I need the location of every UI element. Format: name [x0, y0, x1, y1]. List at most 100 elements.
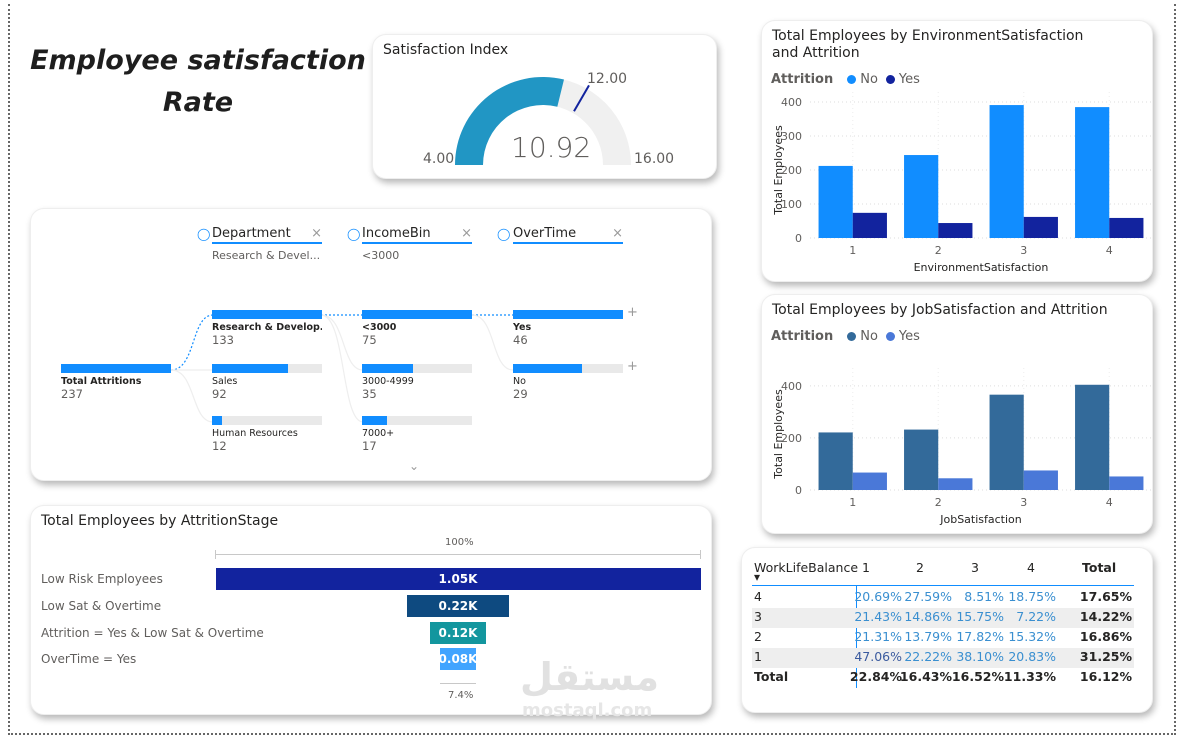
- legend-no-marker: [847, 75, 857, 84]
- node-value: 12: [212, 439, 227, 453]
- job-satisfaction-chart-card[interactable]: Total Employees by JobSatisfaction and A…: [761, 294, 1153, 534]
- header-divider: [752, 585, 1134, 586]
- matrix-cell: 27.59%: [904, 589, 952, 604]
- node-bar: [212, 364, 289, 373]
- tree-node[interactable]: Research & Develop... 133: [212, 310, 322, 347]
- legend-title: Attrition: [771, 329, 834, 344]
- watermark-logo: مستقل: [520, 655, 659, 699]
- node-value: 46: [513, 333, 528, 347]
- expand-plus-icon[interactable]: +: [627, 359, 638, 374]
- node-value: 35: [362, 387, 377, 401]
- matrix-total-label: Total: [754, 669, 789, 684]
- node-label: 3000-4999: [362, 376, 414, 387]
- funnel-bar[interactable]: 0.22K: [407, 595, 509, 617]
- matrix-cell: 8.51%: [964, 589, 1004, 604]
- worklife-matrix-card[interactable]: WorkLifeBalance ▾ 1 2 3 4 Total 4 20.69% 27.59% 8.…: [741, 547, 1153, 713]
- matrix-column-header[interactable]: 2: [916, 560, 924, 575]
- funnel-bar[interactable]: 0.12K: [430, 622, 486, 644]
- matrix-column-header[interactable]: Total: [1082, 560, 1117, 575]
- x-tick-label: 1: [849, 244, 856, 257]
- level-header-overtime[interactable]: OverTime ×: [513, 226, 623, 244]
- chart-title: Total Employees by JobSatisfaction and A…: [772, 302, 1108, 318]
- y-tick-label: 200: [781, 164, 802, 177]
- gauge-value: 10.92: [511, 131, 592, 164]
- matrix-cell: 15.32%: [1008, 629, 1056, 644]
- close-icon[interactable]: ×: [311, 226, 322, 241]
- y-axis-title: Total Employees: [772, 125, 785, 216]
- matrix-column-header[interactable]: 3: [971, 560, 979, 575]
- lightbulb-icon[interactable]: ◯: [347, 227, 361, 241]
- scroll-more-chevron-icon[interactable]: ⌄: [409, 459, 420, 473]
- funnel-bottom-bracket: [439, 683, 477, 684]
- connector-rd-7000: [320, 314, 364, 423]
- legend-no-label[interactable]: No: [860, 329, 878, 344]
- node-bar: [513, 364, 583, 373]
- decomposition-connectors: [170, 314, 514, 423]
- y-tick-label: 100: [781, 198, 802, 211]
- expand-plus-icon[interactable]: +: [627, 305, 638, 320]
- funnel-bar[interactable]: 1.05K: [215, 568, 701, 590]
- funnel-bar[interactable]: 0.08K: [439, 648, 477, 670]
- x-tick-label: 1: [849, 496, 856, 509]
- connector-lt3000-no: [471, 314, 514, 371]
- matrix-grand-total: 16.12%: [1079, 669, 1132, 684]
- tree-node[interactable]: Yes 46: [513, 310, 623, 347]
- close-icon[interactable]: ×: [612, 226, 623, 241]
- tree-node[interactable]: No 29: [513, 364, 623, 401]
- matrix-cell: 7.22%: [1016, 609, 1056, 624]
- bar-yes-4: [1109, 476, 1144, 490]
- bar-yes-1: [852, 472, 887, 490]
- tree-node[interactable]: <3000 75: [362, 310, 472, 347]
- env-satisfaction-chart-card[interactable]: Total Employees by EnvironmentSatisfacti…: [761, 20, 1153, 282]
- level-field-label: Department: [212, 226, 291, 241]
- level-header-incomebin[interactable]: IncomeBin ×: [362, 226, 472, 244]
- y-axis-title: Total Employees: [772, 389, 785, 480]
- legend-yes-label[interactable]: Yes: [898, 329, 920, 344]
- gauge-target-marker: [573, 84, 590, 112]
- legend-yes-label[interactable]: Yes: [898, 72, 920, 87]
- level-header-department[interactable]: Department ×: [212, 226, 322, 244]
- legend-no-label[interactable]: No: [860, 72, 878, 87]
- node-value: 29: [513, 387, 528, 401]
- satisfaction-gauge-card[interactable]: Satisfaction Index 4.00 16.00 12.00 10.9…: [372, 34, 717, 179]
- sort-descending-icon[interactable]: ▾: [754, 570, 761, 584]
- tree-node[interactable]: 7000+ 17: [362, 416, 472, 453]
- node-label: No: [513, 376, 526, 387]
- lightbulb-icon[interactable]: ◯: [197, 227, 211, 241]
- job-satisfaction-bar-chart: 0 200 400 1 2 3 4 JobSatisfaction Total Employee…: [772, 368, 1152, 526]
- y-tick-label: 300: [781, 130, 802, 143]
- funnel-top-percent: 100%: [445, 537, 474, 548]
- decomposition-tree-card[interactable]: ◯ Department × Research & Devel... ◯ Inc…: [30, 208, 712, 481]
- bar-yes-2: [938, 478, 973, 490]
- tree-node[interactable]: Sales 92: [212, 364, 322, 401]
- legend-title: Attrition: [771, 72, 834, 87]
- level-selected-value: Research & Devel...: [212, 249, 321, 262]
- matrix-column-header[interactable]: 1: [862, 560, 870, 575]
- matrix-row-label[interactable]: 4: [754, 589, 762, 604]
- gauge-chart: [455, 77, 631, 165]
- x-tick-label: 3: [1020, 244, 1027, 257]
- tree-node[interactable]: Human Resources 12: [212, 416, 322, 453]
- attrition-funnel-card[interactable]: Total Employees by AttritionStage 100% L…: [30, 505, 712, 715]
- node-bar: [212, 310, 322, 319]
- x-tick-label: 4: [1106, 244, 1113, 257]
- node-value: 237: [61, 387, 83, 401]
- row-header-divider: [856, 586, 857, 688]
- matrix-row-label[interactable]: 1: [754, 649, 762, 664]
- matrix-row-label[interactable]: 2: [754, 629, 762, 644]
- node-label: Sales: [212, 376, 238, 387]
- matrix-row-label[interactable]: 3: [754, 609, 762, 624]
- y-tick-label: 0: [795, 232, 802, 245]
- y-tick-label: 0: [795, 484, 802, 497]
- node-value: 133: [212, 333, 234, 347]
- bar-no-3: [989, 105, 1024, 238]
- gauge-fill: [455, 77, 564, 165]
- matrix-column-header[interactable]: 4: [1027, 560, 1035, 575]
- tree-node-root[interactable]: Total Attritions 237: [61, 364, 171, 401]
- x-axis-title: EnvironmentSatisfaction: [914, 261, 1049, 274]
- tree-node[interactable]: 3000-4999 35: [362, 364, 472, 401]
- lightbulb-icon[interactable]: ◯: [497, 227, 511, 241]
- matrix-cell: 20.83%: [1008, 649, 1056, 664]
- close-icon[interactable]: ×: [461, 226, 472, 241]
- funnel-stage-label: Low Sat & Overtime: [41, 599, 162, 613]
